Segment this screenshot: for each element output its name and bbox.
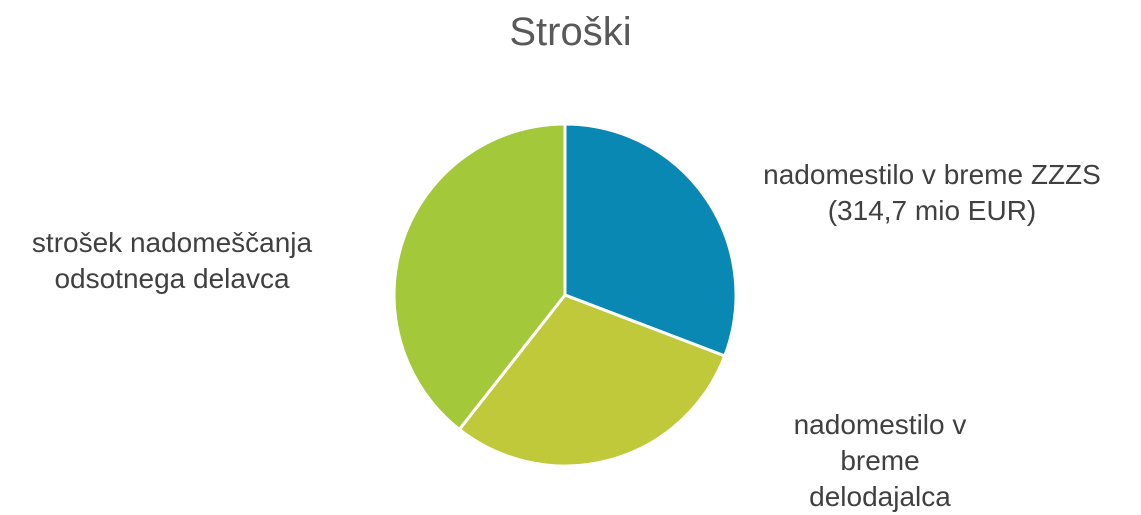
chart-title: Stroški	[509, 10, 632, 54]
pie-slice	[563, 122, 738, 358]
pie-slice	[457, 293, 727, 468]
pie-slice	[392, 122, 567, 432]
slice-label: nadomestilo v breme ZZZS (314,7 mio EUR)	[763, 159, 1101, 226]
slice-label: nadomestilo v breme delodajalca	[793, 409, 967, 512]
slice-label: strošek nadomeščanja odsotnega delavca	[31, 227, 313, 294]
